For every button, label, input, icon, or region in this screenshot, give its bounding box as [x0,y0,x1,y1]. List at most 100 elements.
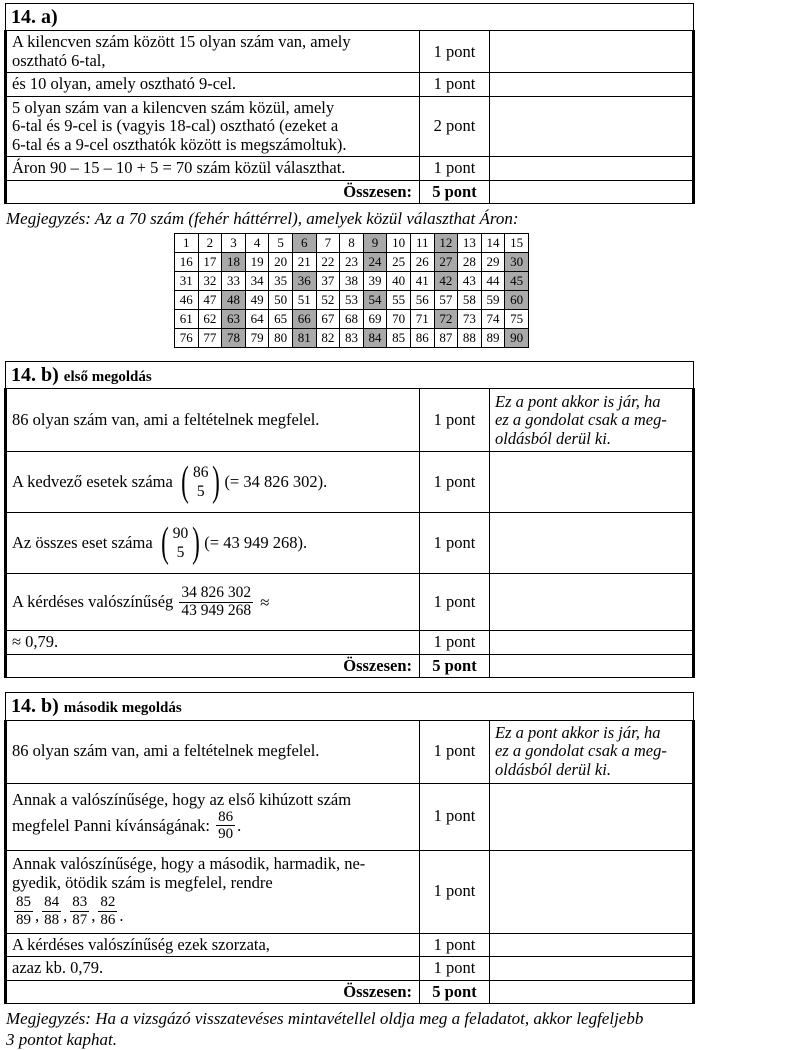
number-cell-80: 80 [268,327,293,348]
total-row: Összesen: 5 pont [4,179,695,205]
number-cell-30: 30 [504,251,529,272]
number-cell-17: 17 [197,251,223,272]
section-header-14a: 14. a) [5,2,694,32]
fraction-separator: , [35,906,40,926]
number-cell-49: 49 [244,289,270,310]
criterion-text: azaz kb. 0,79. [4,956,420,981]
section-subtitle: első megoldás [63,368,152,385]
section-header-14b-first: 14. b) első megoldás [4,360,695,390]
number-cell-3: 3 [221,232,246,253]
criterion-text: Annak valószínűsége, hogy a második, har… [4,849,420,934]
total-points: 5 pont [419,979,490,1005]
number-cell-67: 67 [315,308,341,329]
number-cell-52: 52 [315,289,341,310]
number-cell-50: 50 [268,289,293,310]
table-row: 5 olyan szám van a kilencven szám közül,… [4,95,695,158]
table-row: A kérdéses valószínűség 34 826 302 43 94… [4,573,696,632]
number-cell-19: 19 [244,251,270,272]
table-row: Áron 90 – 15 – 10 + 5 = 70 szám közül vá… [4,156,695,181]
number-grid-row: 31 32 33 34 35 36 37 38 39 40 41 42 43 44 45 [174,270,529,291]
note-cell: Ez a pont akkor is jár, ha ez a gondolat… [488,388,696,453]
number-cell-58: 58 [457,289,482,310]
note-cell [489,30,695,74]
total-row: Összesen: 5 pont [4,653,696,679]
total-points: 5 pont [419,179,490,205]
point-value: 1 pont [419,782,490,851]
number-cell-22: 22 [315,251,341,272]
point-value: 1 pont [419,512,490,575]
number-cell-41: 41 [409,270,435,291]
fraction-separator: , [63,906,68,926]
number-cell-40: 40 [386,270,411,291]
table-row: és 10 olyan, amely osztható 9-cel. 1 pon… [4,72,695,97]
right-paren: ) [192,520,201,567]
fraction-denominator: 89 [14,910,33,928]
number-cell-23: 23 [339,251,364,272]
number-cell-5: 5 [268,232,293,253]
note-cell [488,512,696,575]
table-row: Az összes eset száma ( 90 5 ) (= 43 949 … [4,512,696,575]
score-table-14b-first: 14. b) első megoldás 86 olyan szám van, a… [4,360,696,679]
fraction-numerator: 85 [16,894,31,911]
number-cell-15: 15 [504,232,529,253]
total-label: Összesen: [4,179,420,205]
total-label: Összesen: [4,653,420,679]
note-cell [489,849,695,934]
score-table-14a: 14. a) A kilencven szám között 15 olyan … [4,2,695,205]
point-value: 1 pont [419,932,490,958]
section-title: 14. b) [11,695,59,718]
number-cell-46: 46 [174,289,199,310]
fraction-numerator: 82 [100,894,116,911]
fraction: 84 88 [42,894,62,928]
number-grid-container: 1 2 3 4 5 6 7 8 9 10 11 12 13 14 15 16 17 18 19 20 21 22 23 24 2… [2,232,796,348]
table-row: 86 olyan szám van, ami a feltételnek meg… [4,719,695,784]
number-cell-10: 10 [386,232,411,253]
point-value: 1 pont [419,956,490,981]
number-cell-16: 16 [174,251,199,272]
table-row: Annak valószínűsége, hogy a második, har… [4,849,695,934]
number-cell-71: 71 [409,308,435,329]
criterion-text: Annak a valószínűsége, hogy az első kihú… [4,782,420,851]
number-cell-11: 11 [409,232,435,253]
number-cell-81: 81 [291,327,317,348]
number-cell-20: 20 [268,251,293,272]
number-cell-35: 35 [268,270,293,291]
number-cell-84: 84 [362,327,388,348]
number-cell-42: 42 [433,270,459,291]
note-cell [488,630,696,655]
number-cell-66: 66 [291,308,317,329]
table-row: A kilencven szám között 15 olyan szám va… [4,30,695,74]
note-cell [488,653,696,679]
table-row: A kérdéses valószínűség ezek szorzata, 1… [4,932,695,958]
fraction-numerator: 83 [72,894,88,911]
number-cell-2: 2 [197,232,223,253]
remark-bottom: Megjegyzés: Ha a vizsgázó visszatevéses … [6,1009,644,1049]
number-cell-18: 18 [221,251,246,272]
number-cell-69: 69 [362,308,388,329]
number-cell-63: 63 [221,308,246,329]
number-grid-row: 16 17 18 19 20 21 22 23 24 25 26 27 28 29 30 [174,251,529,272]
number-cell-85: 85 [386,327,411,348]
number-cell-29: 29 [480,251,506,272]
number-cell-82: 82 [315,327,341,348]
fraction: 83 87 [70,894,90,928]
number-cell-13: 13 [457,232,482,253]
criterion-text: A kérdéses valószínűség 34 826 302 43 94… [4,573,420,632]
note-cell [489,782,695,851]
number-cell-43: 43 [457,270,482,291]
left-paren: ( [160,520,169,567]
number-cell-27: 27 [433,251,459,272]
number-cell-86: 86 [409,327,435,348]
left-paren: ( [181,459,189,506]
number-cell-73: 73 [457,308,482,329]
fraction: 82 86 [98,894,118,928]
criterion-text: A kilencven szám között 15 olyan szám va… [4,30,420,74]
number-cell-53: 53 [339,289,364,310]
fraction-denominator: 87 [70,910,90,928]
number-grid-row: 46 47 48 49 50 51 52 53 54 55 56 57 58 59 60 [174,289,529,310]
number-cell-88: 88 [457,327,482,348]
number-cell-31: 31 [174,270,199,291]
table-row: 86 olyan szám van, ami a feltételnek meg… [4,388,696,453]
binomial-coefficient: ( 86 5 ) [181,459,221,506]
